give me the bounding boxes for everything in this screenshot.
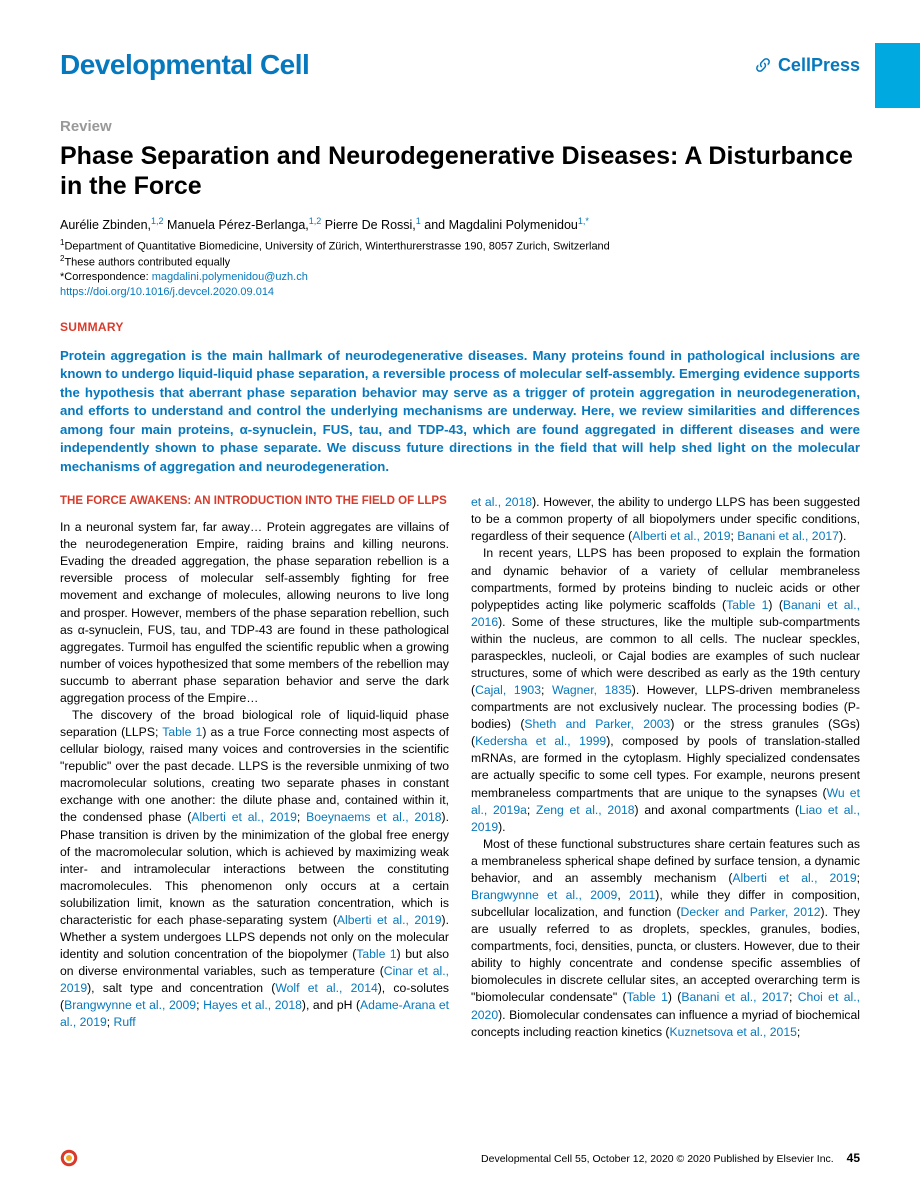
correspondence-label: *Correspondence: [60,271,152,283]
correspondence-line: *Correspondence: magdalini.polymenidou@u… [60,270,860,286]
column-right: et al., 2018). However, the ability to u… [471,494,860,1041]
page-header: Developmental Cell CellPress [60,45,860,86]
publisher-logo: CellPress [754,52,860,78]
section-heading-1: THE FORCE AWAKENS: AN INTRODUCTION INTO … [60,494,449,509]
citation[interactable]: Alberti et al., 2019 [732,871,856,885]
author-4: and Magdalini Polymenidou [424,219,578,233]
paragraph-3: et al., 2018). However, the ability to u… [471,494,860,545]
authors-list: Aurélie Zbinden,1,2 Manuela Pérez-Berlan… [60,215,860,234]
citation[interactable]: Kuznetsova et al., 2015 [670,1025,797,1039]
citation[interactable]: Ruff [114,1015,136,1029]
article-type-label: Review [60,116,860,138]
citation[interactable]: Banani et al., 2017 [737,529,839,543]
paragraph-1: In a neuronal system far, far away… Prot… [60,519,449,707]
author-4-sup: 1,* [578,216,589,226]
paragraph-5: Most of these functional substructures s… [471,836,860,1041]
citation[interactable]: Alberti et al., 2019 [337,913,442,927]
publisher-block: CellPress [754,52,860,78]
accent-bar [875,43,920,108]
crossmark-icon[interactable] [60,1149,78,1167]
correspondence-email[interactable]: magdalini.polymenidou@uzh.ch [152,271,308,283]
citation[interactable]: 2011 [629,888,655,902]
citation[interactable]: Brangwynne et al., 2009 [64,998,196,1012]
link-icon [754,56,772,74]
affiliation-2: 2These authors contributed equally [60,254,860,270]
citation[interactable]: Alberti et al., 2019 [191,810,297,824]
footer-citation: Developmental Cell 55, October 12, 2020 … [481,1153,834,1165]
citation[interactable]: Wolf et al., 2014 [275,981,377,995]
citation[interactable]: Table 1 [356,947,396,961]
citation[interactable]: Alberti et al., 2019 [632,529,730,543]
summary-text: Protein aggregation is the main hallmark… [60,347,860,476]
author-3-sup: 1 [416,216,421,226]
journal-name: Developmental Cell [60,45,309,86]
aff-1-text: Department of Quantitative Biomedicine, … [64,240,609,252]
doi-link[interactable]: https://doi.org/10.1016/j.devcel.2020.09… [60,285,860,301]
citation[interactable]: Table 1 [162,725,202,739]
author-1-sup: 1,2 [151,216,164,226]
citation[interactable]: Kedersha et al., 1999 [475,734,606,748]
citation[interactable]: Zeng et al., 2018 [536,803,635,817]
citation[interactable]: Wagner, 1835 [552,683,632,697]
paragraph-4: In recent years, LLPS has been proposed … [471,545,860,835]
citation[interactable]: et al., 2018 [471,495,532,509]
author-1: Aurélie Zbinden, [60,219,151,233]
article-title: Phase Separation and Neurodegenerative D… [60,141,860,201]
citation[interactable]: Sheth and Parker, 2003 [524,717,670,731]
body-columns: THE FORCE AWAKENS: AN INTRODUCTION INTO … [60,494,860,1041]
citation[interactable]: Brangwynne et al., 2009 [471,888,617,902]
crossmark-svg [60,1149,78,1167]
author-2: Manuela Pérez-Berlanga, [167,219,309,233]
citation[interactable]: Table 1 [627,990,668,1004]
column-left: THE FORCE AWAKENS: AN INTRODUCTION INTO … [60,494,449,1041]
publisher-name: CellPress [778,52,860,78]
affiliation-1: 1Department of Quantitative Biomedicine,… [60,238,860,254]
page-footer: Developmental Cell 55, October 12, 2020 … [60,1149,860,1167]
author-2-sup: 1,2 [309,216,322,226]
paragraph-2: The discovery of the broad biological ro… [60,707,449,1031]
page-number: 45 [847,1151,860,1165]
footer-citation-block: Developmental Cell 55, October 12, 2020 … [481,1150,860,1167]
citation[interactable]: Decker and Parker, 2012 [681,905,821,919]
aff-2-text: These authors contributed equally [64,256,230,268]
author-3: Pierre De Rossi, [325,219,416,233]
citation[interactable]: Cajal, 1903 [475,683,541,697]
citation[interactable]: Banani et al., 2017 [681,990,789,1004]
citation[interactable]: Boeynaems et al., 2018 [306,810,441,824]
citation[interactable]: Table 1 [726,598,768,612]
citation[interactable]: Hayes et al., 2018 [203,998,302,1012]
summary-heading: SUMMARY [60,319,860,336]
